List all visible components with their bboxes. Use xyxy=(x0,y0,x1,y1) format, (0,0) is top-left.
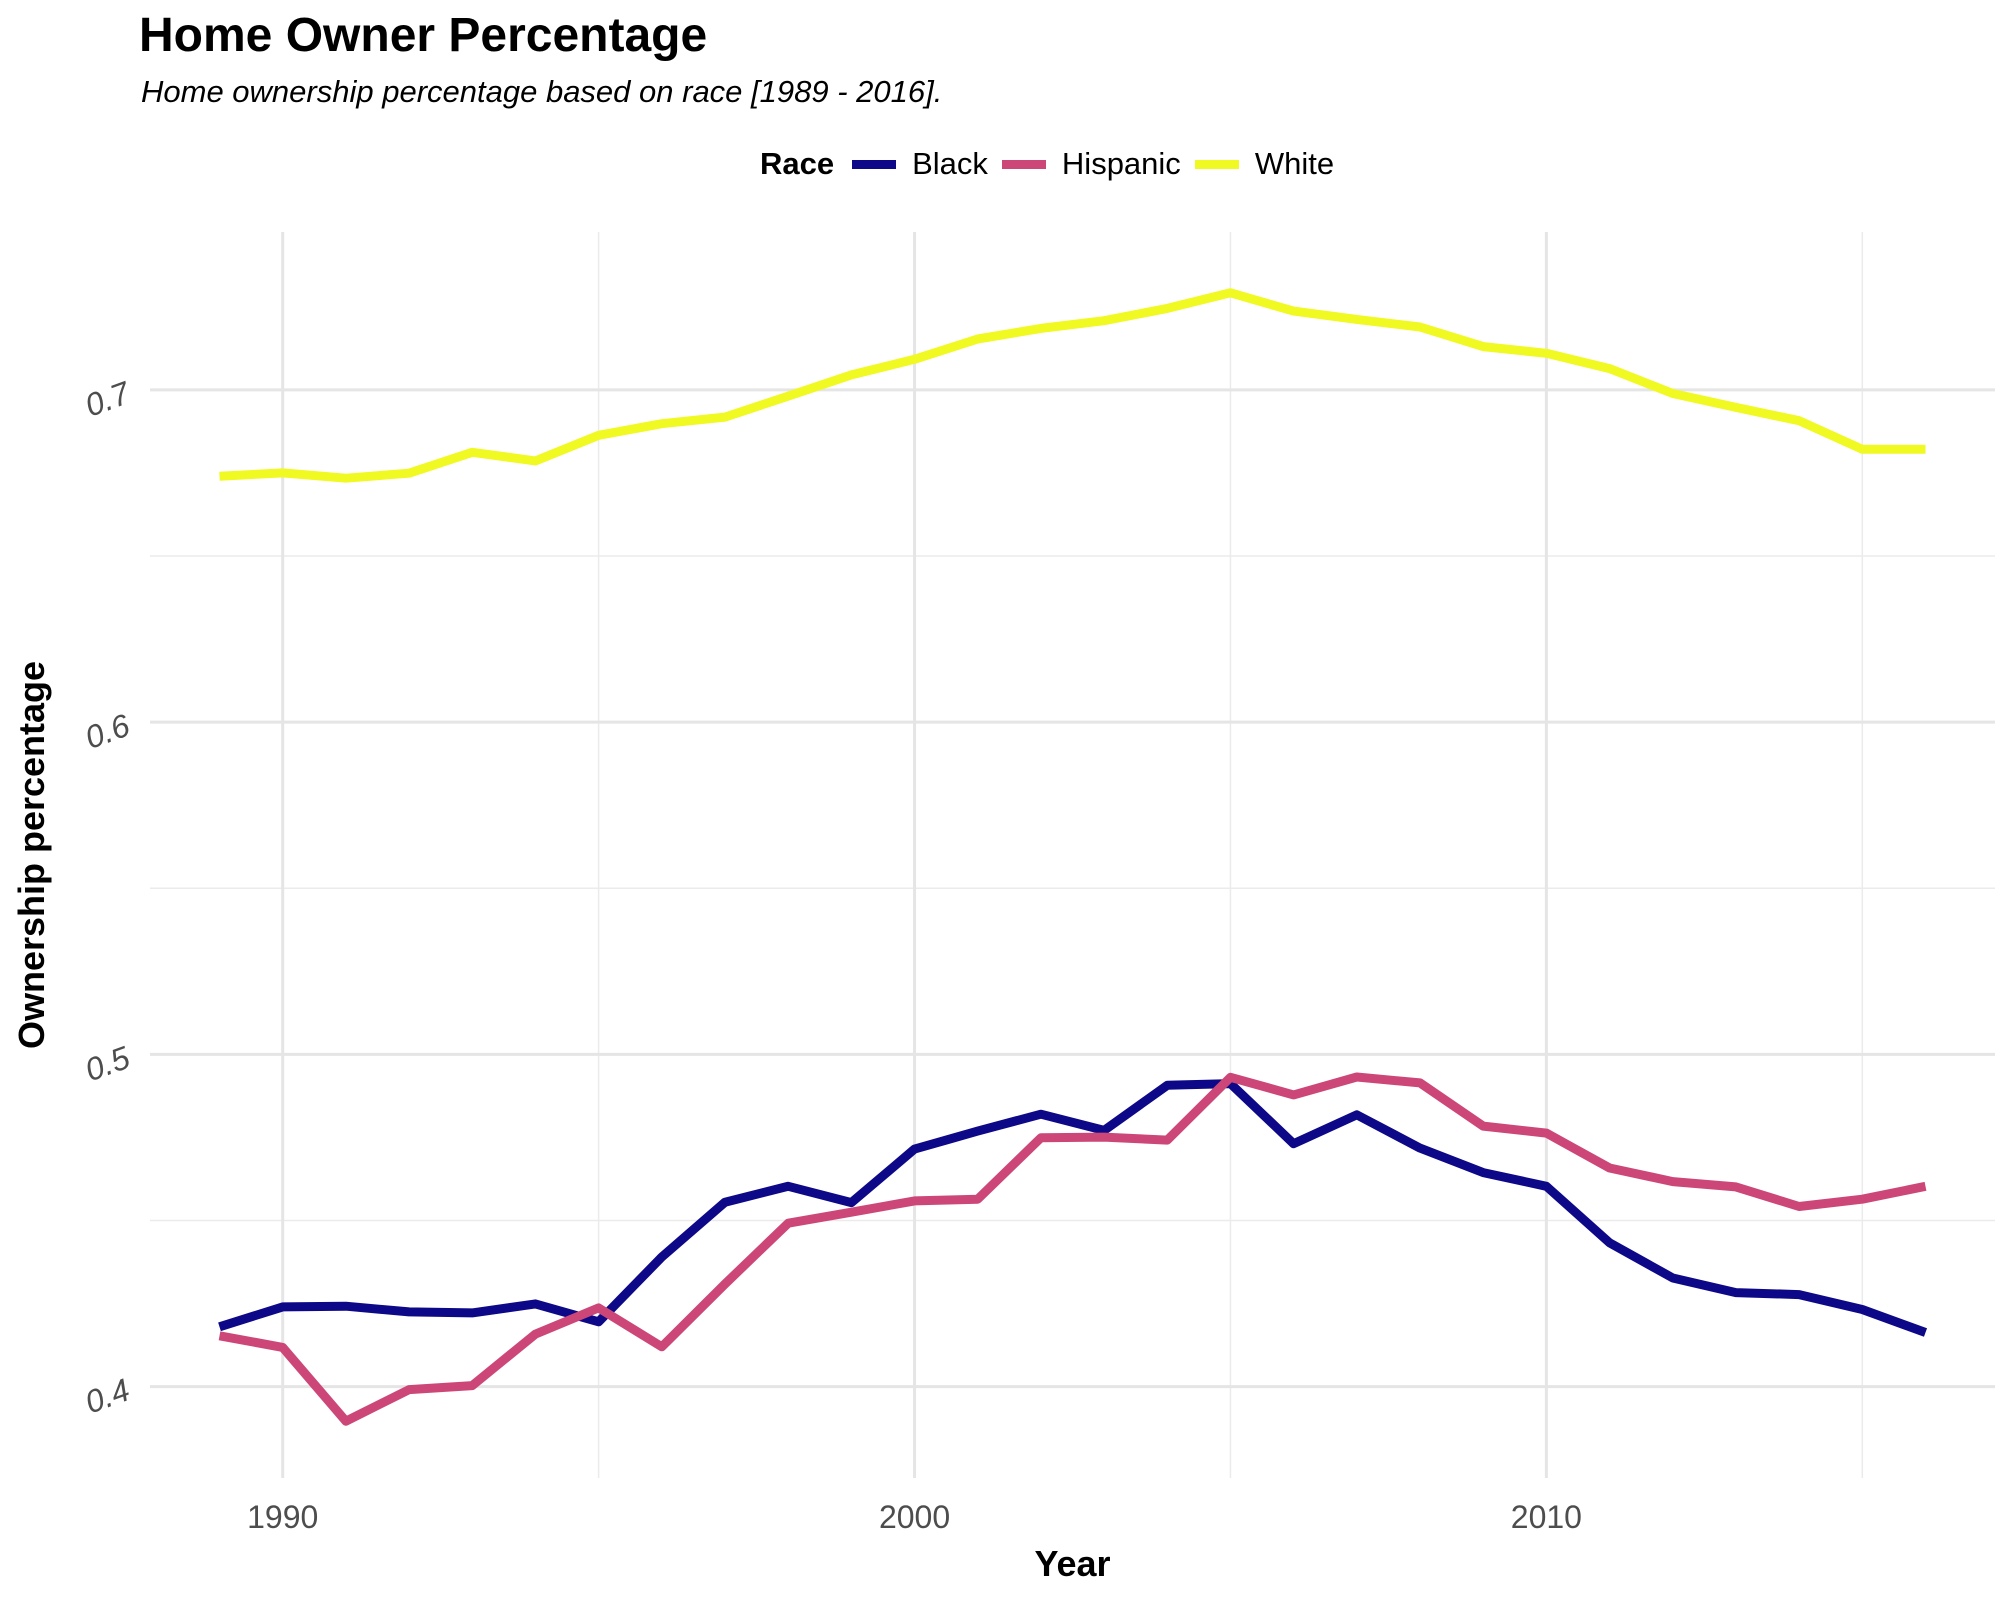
legend-label-black: Black xyxy=(912,146,988,181)
chart-subtitle: Home ownership percentage based on race … xyxy=(141,74,943,109)
legend-key-white xyxy=(1194,159,1239,169)
legend-label-white: White xyxy=(1254,146,1335,181)
x-tick-label: 2000 xyxy=(879,1499,950,1535)
legend-label-hispanic: Hispanic xyxy=(1061,146,1181,181)
legend-item-hispanic: Hispanic xyxy=(1001,146,1181,182)
series-line-hispanic xyxy=(218,1072,1927,1426)
x-axis-title: Year xyxy=(1034,1543,1110,1584)
tick-labels: 1990 2000 2010 0.4 0.5 0.6 0.7 xyxy=(80,374,1582,1535)
x-tick-label: 1990 xyxy=(247,1499,318,1535)
y-tick-label: 0.5 xyxy=(80,1039,134,1088)
series-line-black xyxy=(218,1079,1928,1337)
grid xyxy=(150,232,1995,1478)
legend-item-white: White xyxy=(1194,146,1335,182)
y-axis-title: Ownership percentage xyxy=(11,661,52,1049)
legend-item-black: Black xyxy=(852,146,988,182)
legend-title: Race xyxy=(760,146,835,181)
series-line-white xyxy=(219,288,1926,483)
y-tick-label: 0.4 xyxy=(80,1371,134,1420)
legend-key-black xyxy=(852,159,897,169)
legend: Race Black Hispanic White xyxy=(760,146,1348,182)
chart-title: Home Owner Percentage xyxy=(139,9,708,62)
series-lines xyxy=(218,288,1928,1426)
y-tick-label: 0.6 xyxy=(80,707,134,756)
legend-key-hispanic xyxy=(1001,159,1046,169)
x-tick-label: 2010 xyxy=(1511,1499,1582,1535)
y-tick-label: 0.7 xyxy=(80,374,135,423)
